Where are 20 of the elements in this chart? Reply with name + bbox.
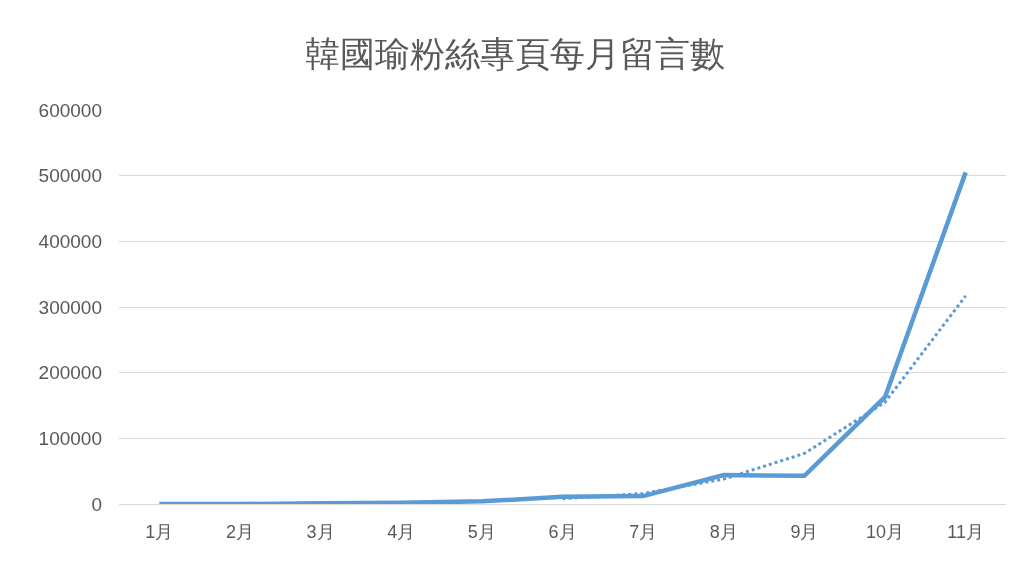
y-tick-label: 600000 [38,99,102,121]
x-tick-label: 6月 [548,521,577,542]
y-tick-label: 500000 [38,165,102,187]
x-tick-label: 2月 [225,521,254,542]
y-tick-label: 100000 [38,427,102,449]
y-tick-label: 300000 [38,296,102,318]
x-tick-label: 7月 [629,521,658,542]
chart-title: 韓國瑜粉絲專頁每月留言數 [304,33,725,73]
y-tick-label: 200000 [38,362,102,384]
y-tick-label: 0 [91,493,102,515]
x-tick-label: 10月 [866,521,905,542]
x-tick-label: 8月 [709,521,738,542]
x-tick-label: 9月 [790,521,819,542]
x-tick-label: 3月 [306,521,335,542]
x-tick-label: 11月 [947,521,985,542]
x-tick-label: 1月 [145,521,174,542]
line-series [157,170,968,504]
y-tick-label: 400000 [38,230,102,252]
x-tick-label: 5月 [467,521,496,542]
x-tick-label: 4月 [387,521,416,542]
